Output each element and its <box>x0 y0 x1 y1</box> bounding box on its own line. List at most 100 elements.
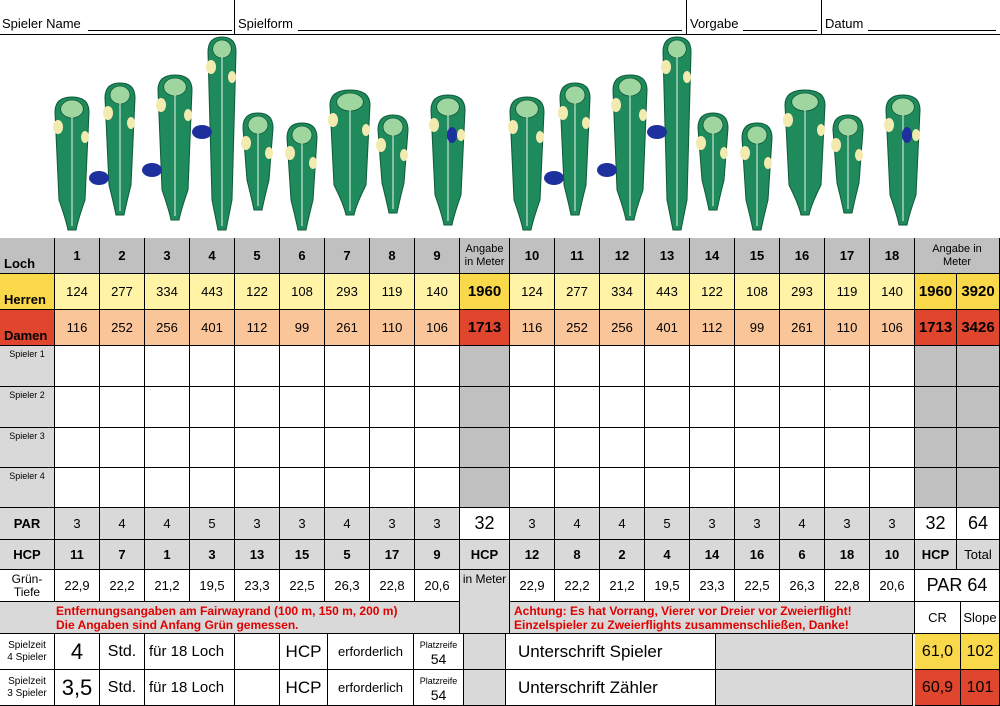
signature-line[interactable] <box>716 634 913 670</box>
score-input[interactable] <box>415 428 460 468</box>
men-distance: 122 <box>235 274 280 310</box>
score-input[interactable] <box>825 387 870 428</box>
score-input[interactable] <box>825 428 870 468</box>
back-sum-input[interactable] <box>915 468 957 508</box>
score-input[interactable] <box>870 387 915 428</box>
score-input[interactable] <box>325 468 370 508</box>
score-input[interactable] <box>100 468 145 508</box>
signature-field[interactable]: Unterschrift Zähler <box>506 670 716 706</box>
score-input[interactable] <box>870 428 915 468</box>
score-input[interactable] <box>870 346 915 387</box>
score-input[interactable] <box>735 387 780 428</box>
back-sum-input[interactable] <box>915 428 957 468</box>
score-input[interactable] <box>780 346 825 387</box>
score-input[interactable] <box>55 468 100 508</box>
date-field[interactable] <box>868 30 996 31</box>
score-input[interactable] <box>55 346 100 387</box>
score-input[interactable] <box>190 346 235 387</box>
score-input[interactable] <box>735 428 780 468</box>
score-input[interactable] <box>600 346 645 387</box>
score-input[interactable] <box>370 387 415 428</box>
score-input[interactable] <box>145 387 190 428</box>
score-input[interactable] <box>510 468 555 508</box>
score-input[interactable] <box>370 468 415 508</box>
score-input[interactable] <box>870 468 915 508</box>
score-input[interactable] <box>690 346 735 387</box>
cr-label: CR <box>915 602 961 634</box>
score-input[interactable] <box>280 468 325 508</box>
score-input[interactable] <box>55 428 100 468</box>
score-input[interactable] <box>690 387 735 428</box>
score-input[interactable] <box>145 428 190 468</box>
score-input[interactable] <box>415 387 460 428</box>
total-input[interactable] <box>957 387 1000 428</box>
front-sum-input[interactable] <box>460 468 510 508</box>
women-back-sum: 1713 <box>915 310 957 346</box>
score-input[interactable] <box>645 346 690 387</box>
playtime-label: Spielzeit 4 Spieler <box>0 634 55 670</box>
game-form-field[interactable] <box>298 30 682 31</box>
score-input[interactable] <box>690 468 735 508</box>
front-sum-input[interactable] <box>460 428 510 468</box>
signature-line[interactable] <box>716 670 913 706</box>
total-input[interactable] <box>957 346 1000 387</box>
score-input[interactable] <box>510 346 555 387</box>
score-input[interactable] <box>780 387 825 428</box>
score-input[interactable] <box>100 428 145 468</box>
score-input[interactable] <box>825 346 870 387</box>
total-input[interactable] <box>957 428 1000 468</box>
score-input[interactable] <box>280 387 325 428</box>
back-sum-input[interactable] <box>915 346 957 387</box>
score-input[interactable] <box>235 346 280 387</box>
score-input[interactable] <box>510 428 555 468</box>
score-input[interactable] <box>100 346 145 387</box>
score-input[interactable] <box>190 387 235 428</box>
score-input[interactable] <box>780 428 825 468</box>
score-input[interactable] <box>280 428 325 468</box>
score-input[interactable] <box>190 468 235 508</box>
score-input[interactable] <box>280 346 325 387</box>
score-input[interactable] <box>735 346 780 387</box>
score-input[interactable] <box>55 387 100 428</box>
handicap-field[interactable] <box>743 30 817 31</box>
score-input[interactable] <box>235 387 280 428</box>
score-input[interactable] <box>325 346 370 387</box>
score-input[interactable] <box>780 468 825 508</box>
back-sum-input[interactable] <box>915 387 957 428</box>
front-sum-input[interactable] <box>460 346 510 387</box>
score-input[interactable] <box>645 387 690 428</box>
score-input[interactable] <box>600 428 645 468</box>
score-input[interactable] <box>190 428 235 468</box>
player-label: Spieler 4 <box>0 468 55 508</box>
score-input[interactable] <box>370 428 415 468</box>
player-name-field[interactable] <box>88 30 232 31</box>
score-input[interactable] <box>415 468 460 508</box>
score-input[interactable] <box>370 346 415 387</box>
score-input[interactable] <box>235 428 280 468</box>
signature-field[interactable]: Unterschrift Spieler <box>506 634 716 670</box>
score-input[interactable] <box>100 387 145 428</box>
score-input[interactable] <box>825 468 870 508</box>
score-input[interactable] <box>555 468 600 508</box>
score-input[interactable] <box>735 468 780 508</box>
score-input[interactable] <box>415 346 460 387</box>
score-input[interactable] <box>555 346 600 387</box>
score-input[interactable] <box>325 387 370 428</box>
total-input[interactable] <box>957 468 1000 508</box>
score-input[interactable] <box>145 468 190 508</box>
score-input[interactable] <box>645 468 690 508</box>
score-input[interactable] <box>235 468 280 508</box>
score-input[interactable] <box>555 387 600 428</box>
score-input[interactable] <box>690 428 735 468</box>
front-sum-input[interactable] <box>460 387 510 428</box>
par-value: 4 <box>555 508 600 540</box>
score-input[interactable] <box>600 468 645 508</box>
hole-number: 13 <box>645 238 690 274</box>
score-input[interactable] <box>145 346 190 387</box>
note-right: Achtung: Es hat Vorrang, Vierer vor Drei… <box>510 602 915 634</box>
score-input[interactable] <box>510 387 555 428</box>
score-input[interactable] <box>645 428 690 468</box>
score-input[interactable] <box>555 428 600 468</box>
score-input[interactable] <box>600 387 645 428</box>
score-input[interactable] <box>325 428 370 468</box>
